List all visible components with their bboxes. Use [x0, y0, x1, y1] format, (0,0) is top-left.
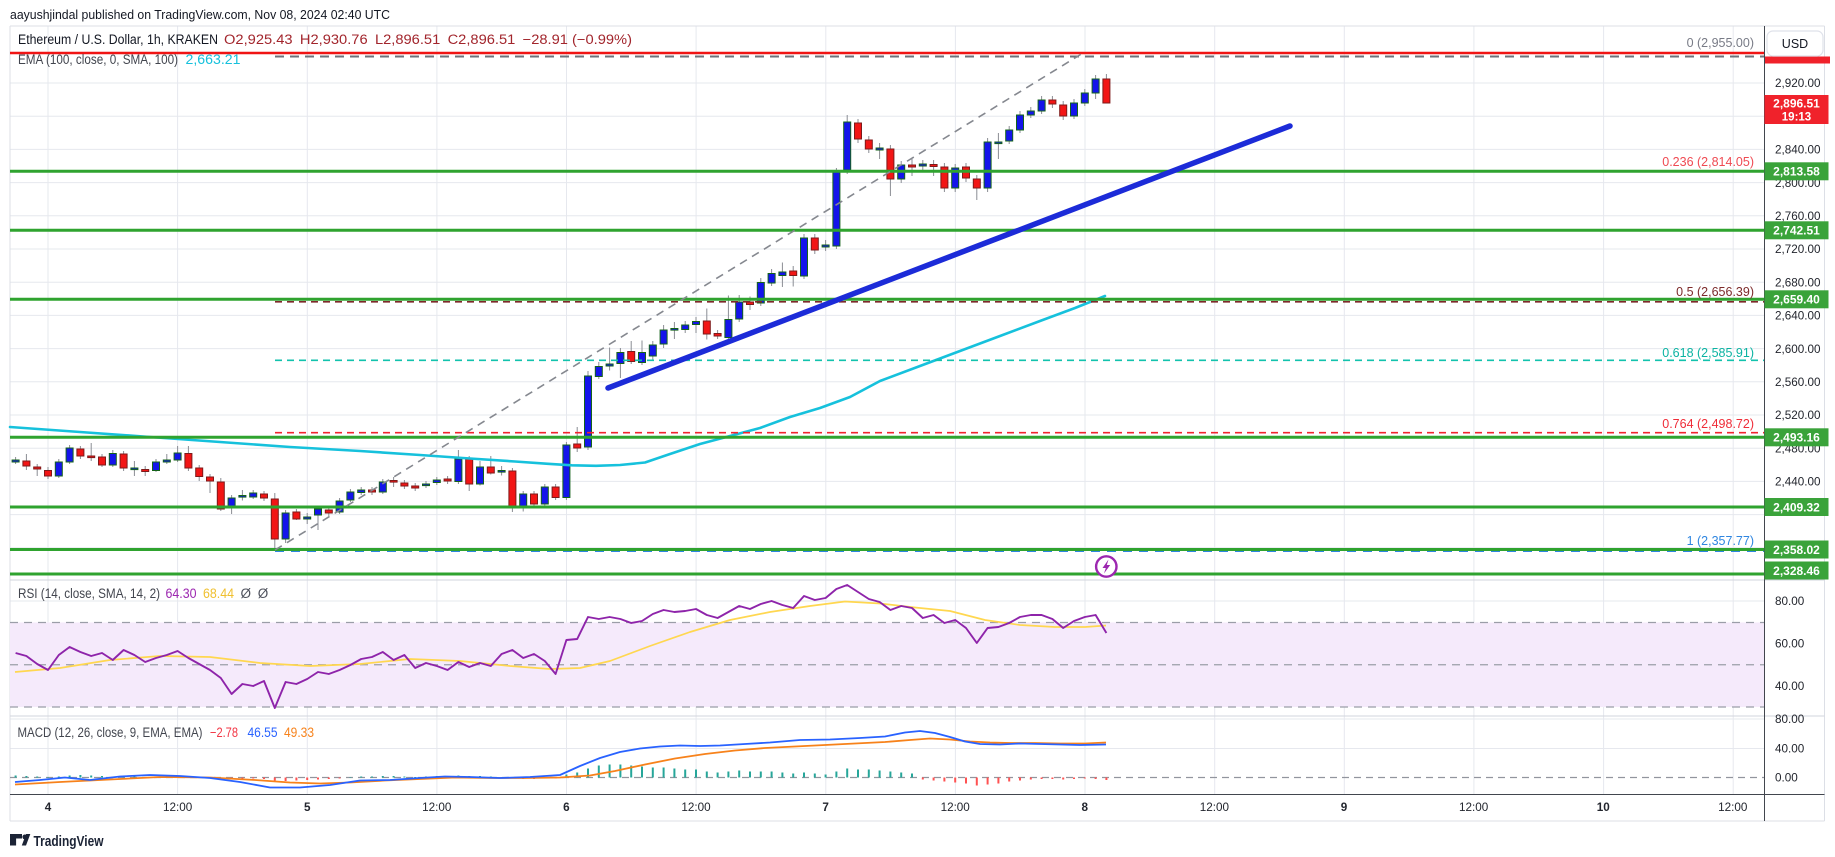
svg-text:2,680.00: 2,680.00: [1775, 276, 1821, 289]
svg-text:12:00: 12:00: [163, 801, 193, 814]
svg-text:2,813.58: 2,813.58: [1773, 165, 1820, 179]
svg-text:RSI (14, close, SMA, 14, 2): RSI (14, close, SMA, 14, 2): [18, 586, 160, 601]
svg-text:2,659.40: 2,659.40: [1773, 293, 1820, 307]
svg-text:0.236 (2,814.05): 0.236 (2,814.05): [1662, 155, 1754, 169]
svg-text:2,920.00: 2,920.00: [1775, 77, 1821, 90]
svg-text:80.00: 80.00: [1775, 595, 1805, 608]
svg-text:68.44: 68.44: [203, 586, 234, 601]
svg-text:2,840.00: 2,840.00: [1775, 144, 1821, 157]
svg-text:TradingView: TradingView: [34, 834, 104, 850]
svg-text:2,663.21: 2,663.21: [186, 52, 241, 67]
svg-text:0.00: 0.00: [1775, 772, 1798, 785]
svg-text:aayushjindal published on Trad: aayushjindal published on TradingView.co…: [10, 7, 390, 22]
svg-text:−2.78: −2.78: [210, 725, 238, 740]
svg-text:2,896.51: 2,896.51: [1773, 97, 1820, 111]
svg-text:12:00: 12:00: [681, 801, 711, 814]
svg-text:40.00: 40.00: [1775, 680, 1805, 693]
svg-text:EMA (100, close, 0, SMA, 100): EMA (100, close, 0, SMA, 100): [18, 52, 178, 67]
svg-text:2,760.00: 2,760.00: [1775, 210, 1821, 223]
svg-text:12:00: 12:00: [422, 801, 452, 814]
svg-text:Ethereum / U.S. Dollar, 1h, KR: Ethereum / U.S. Dollar, 1h, KRAKEN: [18, 32, 218, 47]
svg-text:10: 10: [1597, 801, 1611, 814]
svg-text:2,640.00: 2,640.00: [1775, 310, 1821, 323]
svg-text:2,440.00: 2,440.00: [1775, 476, 1821, 489]
svg-text:2,409.32: 2,409.32: [1773, 500, 1820, 514]
svg-text:2,742.51: 2,742.51: [1773, 224, 1820, 238]
svg-text:0.5 (2,656.39): 0.5 (2,656.39): [1676, 285, 1754, 299]
svg-text:Ø Ø: Ø Ø: [241, 586, 269, 601]
svg-text:46.55: 46.55: [248, 725, 278, 740]
svg-text:9: 9: [1341, 801, 1348, 814]
svg-text:6: 6: [563, 801, 570, 814]
svg-text:8: 8: [1082, 801, 1089, 814]
svg-text:O2,925.43 H2,930.76 L2,896.51: O2,925.43 H2,930.76 L2,896.51 C2,896.51 …: [224, 32, 632, 47]
svg-text:80.00: 80.00: [1775, 713, 1805, 726]
svg-text:40.00: 40.00: [1775, 743, 1805, 756]
svg-text:2,720.00: 2,720.00: [1775, 243, 1821, 256]
svg-text:USD: USD: [1782, 37, 1808, 51]
svg-text:60.00: 60.00: [1775, 638, 1805, 651]
svg-text:2,328.46: 2,328.46: [1773, 564, 1820, 578]
svg-text:7: 7: [822, 801, 829, 814]
svg-text:2,520.00: 2,520.00: [1775, 409, 1821, 422]
svg-text:4: 4: [45, 801, 52, 814]
svg-text:MACD (12, 26, close, 9, EMA, E: MACD (12, 26, close, 9, EMA, EMA): [18, 725, 203, 740]
svg-text:1 (2,357.77): 1 (2,357.77): [1687, 534, 1754, 548]
svg-text:0 (2,955.00): 0 (2,955.00): [1687, 36, 1754, 50]
svg-text:12:00: 12:00: [1200, 801, 1230, 814]
svg-text:12:00: 12:00: [1459, 801, 1489, 814]
svg-text:12:00: 12:00: [1718, 801, 1748, 814]
svg-text:2,493.16: 2,493.16: [1773, 431, 1820, 445]
svg-text:2,358.02: 2,358.02: [1773, 543, 1820, 557]
svg-text:49.33: 49.33: [284, 725, 314, 740]
svg-text:0.618 (2,585.91): 0.618 (2,585.91): [1662, 346, 1754, 360]
svg-text:2,560.00: 2,560.00: [1775, 376, 1821, 389]
svg-text:64.30: 64.30: [166, 586, 197, 601]
svg-text:0.764 (2,498.72): 0.764 (2,498.72): [1662, 417, 1754, 431]
svg-text:12:00: 12:00: [941, 801, 971, 814]
svg-text:19:13: 19:13: [1782, 112, 1811, 124]
svg-text:2,600.00: 2,600.00: [1775, 343, 1821, 356]
svg-text:5: 5: [304, 801, 311, 814]
